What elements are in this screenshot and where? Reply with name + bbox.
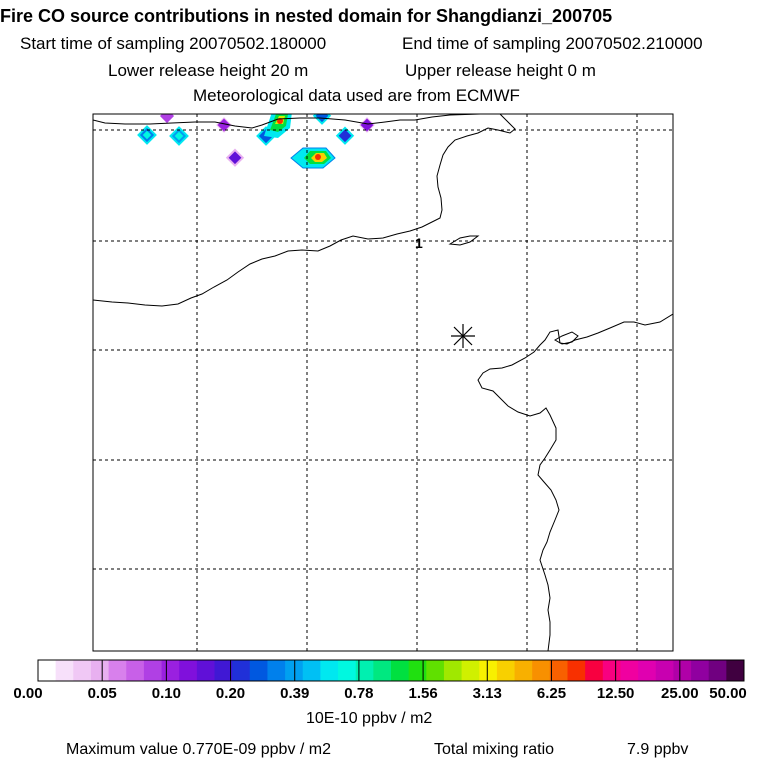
colorbar-swatch <box>267 660 286 681</box>
colorbar-swatch <box>285 660 304 681</box>
plume-cell <box>290 147 336 169</box>
colorbar-swatch <box>567 660 586 681</box>
met-data-label: Meteorological data used are from ECMWF <box>193 86 520 105</box>
colorbar-swatch <box>55 660 74 681</box>
colorbar <box>37 659 745 682</box>
colorbar-tick-label: 3.13 <box>472 685 502 702</box>
colorbar-tick-label: 6.25 <box>536 685 567 702</box>
colorbar-swatch <box>532 660 551 681</box>
total-mixing-label: Total mixing ratio <box>434 741 555 758</box>
plume-cell <box>169 126 189 146</box>
colorbar-tick-label: 0.05 <box>87 685 117 702</box>
colorbar-swatch <box>496 660 515 681</box>
plume-layer <box>137 114 375 169</box>
asterisk-icon <box>451 324 475 348</box>
colorbar-tick-label: 0.78 <box>344 685 374 702</box>
plume-cell <box>359 117 375 133</box>
colorbar-swatch <box>620 660 639 681</box>
colorbar-swatch <box>355 660 374 681</box>
colorbar-swatch <box>426 660 445 681</box>
plume-cell <box>335 126 355 145</box>
colorbar-swatch <box>126 660 145 681</box>
plume-cell <box>216 117 232 133</box>
colorbar-swatch <box>655 660 674 681</box>
colorbar-swatch <box>443 660 462 681</box>
colorbar-swatch <box>708 660 727 681</box>
colorbar-tick-label: 1.56 <box>408 685 438 702</box>
total-mixing-value: 7.9 ppbv <box>627 741 689 758</box>
upper-release-label: Upper release height 0 m <box>405 61 596 80</box>
colorbar-swatch <box>249 660 268 681</box>
colorbar-tick-label: 50.00 <box>709 685 747 702</box>
colorbar-swatch <box>602 660 621 681</box>
lower-release-label: Lower release height 20 m <box>108 61 309 80</box>
coastline <box>93 114 673 651</box>
map-label-1: 1 <box>415 235 423 251</box>
colorbar-swatch <box>391 660 410 681</box>
colorbar-swatch <box>461 660 480 681</box>
colorbar-tick-label: 0.00 <box>13 685 43 702</box>
colorbar-swatch <box>302 660 321 681</box>
colorbar-swatch <box>214 660 233 681</box>
plume-cell <box>159 114 175 124</box>
colorbar-tick-label: 0.10 <box>151 685 181 702</box>
colorbar-swatch <box>585 660 604 681</box>
colorbar-tick-label: 25.00 <box>661 685 699 702</box>
colorbar-swatch <box>549 660 568 681</box>
plume-cell <box>264 114 292 138</box>
colorbar-swatch <box>514 660 533 681</box>
colorbar-swatch <box>196 660 215 681</box>
plume-cell <box>137 125 157 145</box>
chart-title: Fire CO source contributions in nested d… <box>0 6 613 26</box>
plume-cell <box>312 114 332 125</box>
colorbar-swatch <box>38 660 57 681</box>
plot-frame <box>92 113 674 652</box>
colorbar-swatch <box>161 660 180 681</box>
colorbar-swatch <box>338 660 357 681</box>
start-time-label: Start time of sampling 20070502.180000 <box>20 34 327 53</box>
colorbar-swatch <box>673 660 692 681</box>
gridlines <box>93 114 673 651</box>
colorbar-tick-label: 12.50 <box>596 685 635 702</box>
colorbar-swatch <box>479 660 498 681</box>
colorbar-swatch <box>726 660 745 681</box>
colorbar-swatch <box>143 660 162 681</box>
colorbar-swatch <box>108 660 127 681</box>
colorbar-swatch <box>408 660 427 681</box>
colorbar-swatch <box>691 660 710 681</box>
end-time-label: End time of sampling 20070502.210000 <box>402 34 703 53</box>
colorbar-unit: 10E-10 ppbv / m2 <box>306 710 433 727</box>
colorbar-swatch <box>320 660 339 681</box>
colorbar-tick-label: 0.39 <box>280 685 310 702</box>
colorbar-tick-label: 0.20 <box>215 685 246 702</box>
plume-cell <box>225 148 245 167</box>
colorbar-swatch <box>373 660 392 681</box>
max-value-label: Maximum value 0.770E-09 ppbv / m2 <box>66 741 332 758</box>
colorbar-swatch <box>90 660 109 681</box>
colorbar-swatch <box>73 660 92 681</box>
colorbar-swatch <box>232 660 251 681</box>
colorbar-swatch <box>638 660 657 681</box>
colorbar-swatch <box>179 660 198 681</box>
colorbar-frame <box>37 659 745 682</box>
